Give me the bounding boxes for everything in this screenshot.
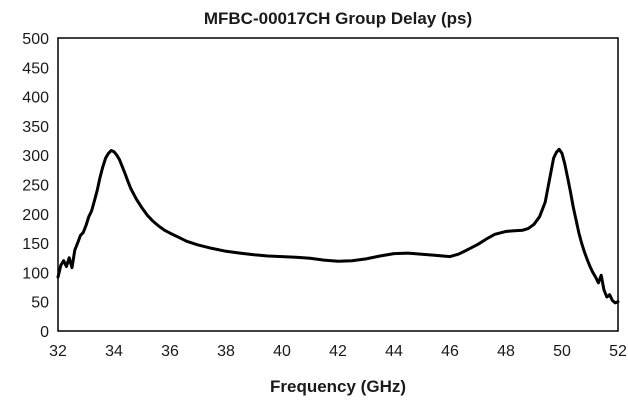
x-tick-label: 32 — [49, 343, 67, 360]
x-tick-label: 38 — [217, 343, 235, 360]
y-axis-ticks: 0 50 100 150 200 250 300 350 400 450 500 — [22, 31, 49, 341]
y-tick-label: 500 — [22, 31, 49, 48]
y-tick-label: 50 — [31, 295, 49, 312]
x-tick-label: 48 — [497, 343, 515, 360]
x-tick-label: 46 — [441, 343, 459, 360]
chart-title: MFBC-00017CH Group Delay (ps) — [204, 9, 472, 28]
y-tick-label: 400 — [22, 90, 49, 107]
y-tick-label: 200 — [22, 207, 49, 224]
y-tick-label: 250 — [22, 178, 49, 195]
x-tick-label: 44 — [385, 343, 403, 360]
y-tick-label: 0 — [40, 324, 49, 341]
x-tick-label: 40 — [273, 343, 291, 360]
series-line — [56, 147, 620, 305]
x-axis-ticks: 32 34 36 38 40 42 44 46 48 50 52 — [49, 343, 627, 360]
y-tick-label: 450 — [22, 60, 49, 77]
plot-area — [57, 37, 619, 332]
y-tick-label: 350 — [22, 119, 49, 136]
x-tick-label: 42 — [329, 343, 347, 360]
x-tick-label: 34 — [105, 343, 123, 360]
y-tick-label: 150 — [22, 236, 49, 253]
x-tick-label: 52 — [609, 343, 627, 360]
series-layer — [56, 147, 620, 305]
x-axis-label: Frequency (GHz) — [270, 377, 406, 396]
x-tick-label: 50 — [553, 343, 571, 360]
y-tick-label: 100 — [22, 265, 49, 282]
y-tick-label: 300 — [22, 148, 49, 165]
x-tick-label: 36 — [161, 343, 179, 360]
